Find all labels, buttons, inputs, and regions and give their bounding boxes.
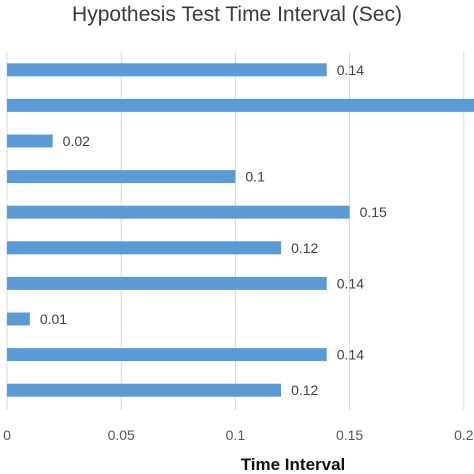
x-tick-label: 0.1 [226, 427, 246, 443]
bar [7, 276, 327, 290]
x-tick-label: 0 [3, 427, 11, 443]
chart-title: Hypothesis Test Time Interval (Sec) [72, 3, 402, 26]
bar-data-label: 0.14 [337, 275, 364, 291]
x-tick-label: 0.15 [336, 427, 363, 443]
bar [7, 63, 327, 77]
bar [7, 312, 30, 326]
bar [7, 134, 53, 148]
bar [7, 170, 236, 184]
bar-data-label: 0.14 [337, 347, 364, 363]
bar-data-label: 0.15 [360, 204, 387, 220]
bar-data-label: 0.14 [337, 62, 364, 78]
bar-data-label: 0.12 [291, 240, 318, 256]
bars [7, 63, 474, 397]
bar-data-label: 0.01 [40, 311, 67, 327]
x-tick-label: 0.2 [454, 427, 474, 443]
bar [7, 98, 474, 112]
x-tick-label: 0.05 [108, 427, 135, 443]
bar-data-label: 0.02 [63, 133, 90, 149]
data-labels: 0.14 0.02 0.1 0.15 0.12 0.14 0.01 0.14 0.12 [40, 62, 387, 398]
bar-data-label: 0.12 [291, 382, 318, 398]
bar [7, 241, 282, 255]
x-axis-label: Time Interval [241, 455, 346, 474]
x-axis-ticks: 0 0.05 0.1 0.15 0.2 [3, 427, 474, 443]
bar [7, 383, 282, 397]
bar-data-label: 0.1 [245, 169, 265, 185]
bar [7, 348, 327, 362]
bar [7, 205, 350, 219]
